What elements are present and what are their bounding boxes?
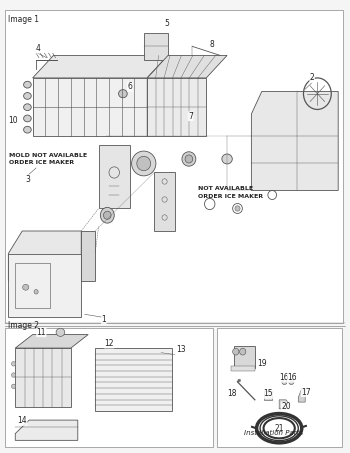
Polygon shape xyxy=(33,78,147,136)
Bar xyxy=(144,33,168,60)
Text: 19: 19 xyxy=(257,359,267,368)
Ellipse shape xyxy=(182,152,196,166)
Text: 5: 5 xyxy=(164,19,169,29)
Bar xyxy=(5,10,343,323)
Polygon shape xyxy=(279,400,289,409)
Ellipse shape xyxy=(23,115,31,122)
Ellipse shape xyxy=(104,211,111,219)
Text: ORDER ICE MAKER: ORDER ICE MAKER xyxy=(9,160,74,165)
Text: 8: 8 xyxy=(209,40,214,48)
Ellipse shape xyxy=(132,151,156,176)
Ellipse shape xyxy=(119,90,127,98)
Text: 10: 10 xyxy=(8,116,18,125)
Polygon shape xyxy=(154,173,175,231)
Text: 16: 16 xyxy=(288,373,297,382)
Ellipse shape xyxy=(34,289,38,294)
Polygon shape xyxy=(147,55,168,136)
Polygon shape xyxy=(147,78,206,136)
Text: ORDER ICE MAKER: ORDER ICE MAKER xyxy=(197,194,263,199)
Bar xyxy=(95,348,172,411)
Ellipse shape xyxy=(22,284,29,290)
Ellipse shape xyxy=(238,379,241,382)
Text: 21: 21 xyxy=(274,424,284,433)
Polygon shape xyxy=(8,254,81,317)
Ellipse shape xyxy=(289,379,294,385)
Ellipse shape xyxy=(137,156,151,171)
Polygon shape xyxy=(264,391,272,400)
Text: Image 1: Image 1 xyxy=(8,14,38,24)
Polygon shape xyxy=(298,389,305,402)
Text: 13: 13 xyxy=(176,345,186,354)
Text: 7: 7 xyxy=(188,112,193,120)
Ellipse shape xyxy=(23,81,31,88)
Text: 3: 3 xyxy=(25,175,30,184)
Polygon shape xyxy=(15,348,71,407)
Polygon shape xyxy=(15,420,78,440)
Ellipse shape xyxy=(23,104,31,111)
Text: 15: 15 xyxy=(263,390,273,399)
Bar xyxy=(5,328,213,447)
Ellipse shape xyxy=(222,154,232,164)
Text: 11: 11 xyxy=(36,328,46,337)
Bar xyxy=(234,346,255,368)
Bar xyxy=(231,366,255,371)
Text: 16: 16 xyxy=(280,373,289,382)
Ellipse shape xyxy=(185,155,193,163)
Ellipse shape xyxy=(12,373,16,377)
Text: 14: 14 xyxy=(18,416,27,425)
Polygon shape xyxy=(99,145,130,208)
Ellipse shape xyxy=(56,328,65,337)
Ellipse shape xyxy=(233,348,239,355)
Text: 20: 20 xyxy=(281,402,291,411)
Ellipse shape xyxy=(240,348,246,355)
Text: Installation Parts: Installation Parts xyxy=(244,429,303,435)
Ellipse shape xyxy=(100,207,114,223)
Text: 1: 1 xyxy=(102,315,106,324)
Text: 2: 2 xyxy=(310,73,315,82)
Ellipse shape xyxy=(23,92,31,99)
Polygon shape xyxy=(147,55,227,78)
Text: 17: 17 xyxy=(301,388,311,397)
Polygon shape xyxy=(15,335,88,348)
Text: MOLD NOT AVAILABLE: MOLD NOT AVAILABLE xyxy=(9,153,87,158)
Ellipse shape xyxy=(12,384,16,389)
Text: 18: 18 xyxy=(228,390,237,399)
Bar xyxy=(217,328,342,447)
Polygon shape xyxy=(81,231,95,280)
Ellipse shape xyxy=(282,379,287,385)
Polygon shape xyxy=(251,92,338,190)
Ellipse shape xyxy=(23,126,31,133)
Text: 6: 6 xyxy=(127,82,132,92)
Ellipse shape xyxy=(235,206,240,211)
Text: 12: 12 xyxy=(104,339,114,348)
Polygon shape xyxy=(33,55,168,78)
Polygon shape xyxy=(8,231,81,280)
Text: 4: 4 xyxy=(35,44,40,53)
Ellipse shape xyxy=(12,361,16,366)
Text: Image 2: Image 2 xyxy=(8,321,38,330)
Text: NOT AVAILABLE: NOT AVAILABLE xyxy=(197,187,253,192)
